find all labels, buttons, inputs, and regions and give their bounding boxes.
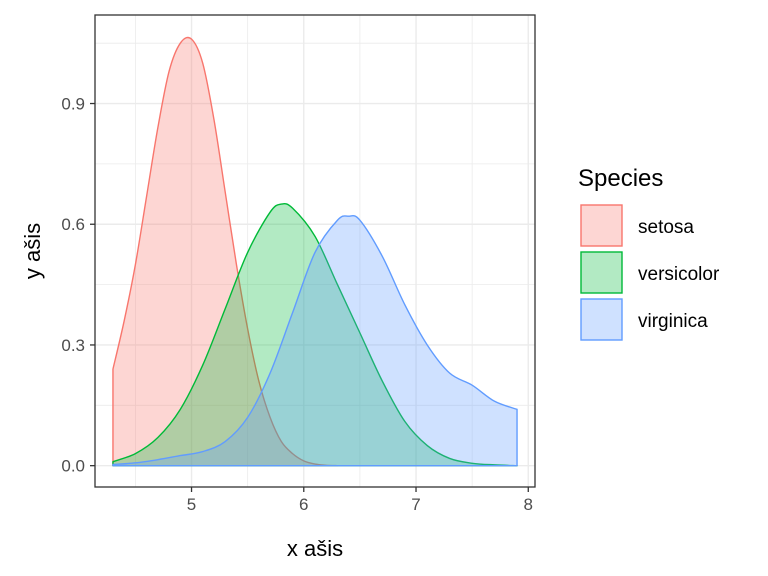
legend-key-virginica [580,298,623,341]
grid [95,15,535,487]
legend-keys: setosa versicolor virginica [580,204,720,341]
x-axis: 5 6 7 8 [187,487,533,514]
x-axis-title: x ašis [287,536,343,561]
legend-title: Species [578,165,663,192]
y-tick-label: 0.0 [61,457,85,476]
density-area-versicolor [112,202,518,467]
legend-swatch-versicolor [580,251,623,294]
y-axis-title: y ašis [20,223,45,279]
panel-border [94,14,536,488]
x-tick-label: 6 [299,495,308,514]
y-tick-label: 0.9 [61,95,85,114]
legend-swatch-virginica [580,298,623,341]
legend-label-virginica: virginica [638,311,708,332]
x-tick-label: 8 [524,495,533,514]
y-tick-label: 0.6 [61,215,85,234]
y-axis: 0.0 0.3 0.6 0.9 [61,95,95,476]
legend-key-versicolor [580,251,623,294]
legend-label-versicolor: versicolor [638,264,720,285]
density-area-virginica [112,214,518,467]
density-areas [112,36,518,467]
density-area-setosa [112,36,339,467]
legend-swatch-setosa [580,204,623,247]
x-tick-label: 5 [187,495,196,514]
legend: Species setosa versicolor virginica [578,165,720,341]
x-tick-label: 7 [411,495,420,514]
legend-key-setosa [580,204,623,247]
legend-label-setosa: setosa [638,217,694,238]
y-tick-label: 0.3 [61,336,85,355]
